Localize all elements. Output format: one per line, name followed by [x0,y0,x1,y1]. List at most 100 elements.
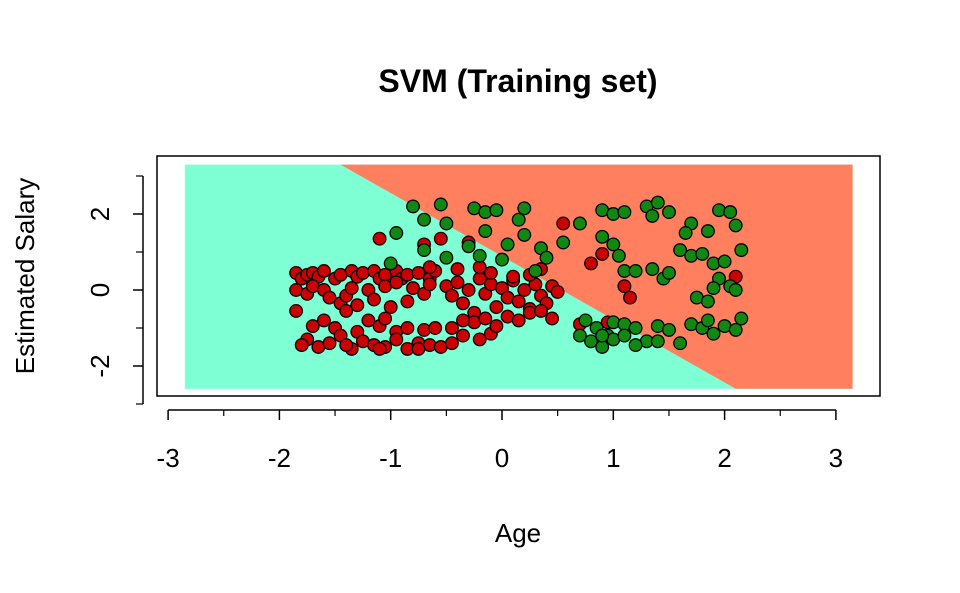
data-point-series-1 [611,248,626,263]
data-point-series-1 [433,197,448,212]
data-point-series-1 [406,199,420,214]
data-point-series-1 [628,338,643,353]
data-point-series-1 [673,336,688,351]
data-point-series-1 [584,334,598,349]
data-point-series-1 [673,243,688,258]
y-tick-label: 0 [85,283,115,297]
data-point-series-1 [461,239,476,254]
data-point-series-1 [728,322,743,337]
data-point-series-0 [506,269,521,284]
data-point-series-1 [606,315,621,330]
data-point-series-1 [606,207,621,221]
data-point-series-1 [595,328,610,343]
data-point-series-1 [495,252,509,267]
data-point-series-1 [628,264,643,278]
data-point-series-1 [645,262,660,277]
data-point-series-0 [428,321,443,335]
data-point-series-0 [456,296,470,311]
data-point-series-0 [456,328,470,343]
data-point-series-0 [316,264,331,278]
data-point-series-1 [417,212,432,227]
data-point-series-0 [444,288,459,303]
data-point-series-1 [662,322,676,337]
data-point-series-1 [700,294,715,309]
data-point-series-1 [628,321,643,335]
data-point-series-1 [578,313,593,328]
data-point-series-0 [339,338,354,353]
data-point-series-0 [422,260,437,275]
data-point-series-0 [483,265,498,280]
data-point-series-1 [717,254,732,269]
data-point-series-0 [411,265,426,280]
x-tick-label: -3 [157,443,180,473]
data-point-series-0 [444,321,459,335]
data-point-series-1 [706,326,721,341]
data-point-series-1 [728,283,743,297]
data-point-series-0 [400,321,415,335]
data-point-series-0 [584,256,598,271]
data-point-series-1 [706,256,721,271]
data-point-series-1 [662,265,676,280]
data-point-series-1 [695,246,710,261]
data-point-series-0 [511,294,526,309]
y-tick-label: -2 [85,354,115,377]
data-point-series-1 [556,235,571,250]
data-point-series-0 [322,336,337,351]
data-point-series-0 [489,300,504,315]
data-point-series-1 [728,218,743,233]
data-point-series-0 [389,332,404,347]
y-tick-label: 2 [85,207,115,221]
data-point-series-1 [606,237,621,252]
data-point-series-1 [706,281,721,296]
data-point-series-1 [595,340,610,354]
data-point-series-1 [645,208,660,223]
data-point-series-0 [450,262,465,277]
data-point-series-0 [378,311,393,326]
data-point-series-1 [383,256,398,271]
y-axis-label: Estimated Salary [10,178,40,375]
x-tick-label: -1 [379,443,402,473]
data-point-series-1 [662,205,676,220]
data-point-series-1 [528,264,543,278]
data-point-series-0 [417,322,432,337]
data-point-series-0 [550,284,565,299]
data-point-series-0 [372,231,387,246]
data-point-series-0 [478,311,493,326]
data-point-series-1 [539,250,554,265]
data-point-series-1 [700,313,715,328]
data-point-series-0 [400,294,415,309]
data-point-series-1 [650,334,665,349]
x-tick-label: 1 [606,443,620,473]
data-point-series-1 [712,203,726,218]
data-point-series-1 [734,311,749,326]
plot-border [156,155,881,397]
x-tick-label: -2 [268,443,291,473]
data-point-series-0 [383,300,398,315]
data-point-series-1 [389,226,404,240]
data-point-series-1 [617,205,632,220]
x-tick-label: 0 [495,443,509,473]
data-point-series-0 [400,267,415,282]
data-point-series-0 [406,281,420,296]
data-point-series-1 [511,212,526,227]
data-point-series-1 [500,237,515,252]
data-point-series-0 [556,216,571,231]
data-point-series-1 [678,226,693,240]
data-point-series-1 [617,328,632,343]
data-point-series-0 [450,275,465,290]
data-point-series-0 [344,281,359,296]
data-point-series-1 [700,224,715,239]
data-point-series-0 [534,303,548,318]
data-point-series-0 [289,303,304,318]
chart-title: SVM (Training set) [378,63,657,99]
x-tick-label: 3 [829,443,843,473]
data-point-series-1 [478,205,493,220]
data-point-series-0 [517,283,532,297]
data-point-series-0 [433,231,448,246]
data-point-series-1 [595,229,610,244]
data-point-series-0 [623,290,637,305]
data-point-series-0 [456,313,470,328]
data-point-series-1 [650,195,665,210]
data-point-series-0 [355,265,370,280]
